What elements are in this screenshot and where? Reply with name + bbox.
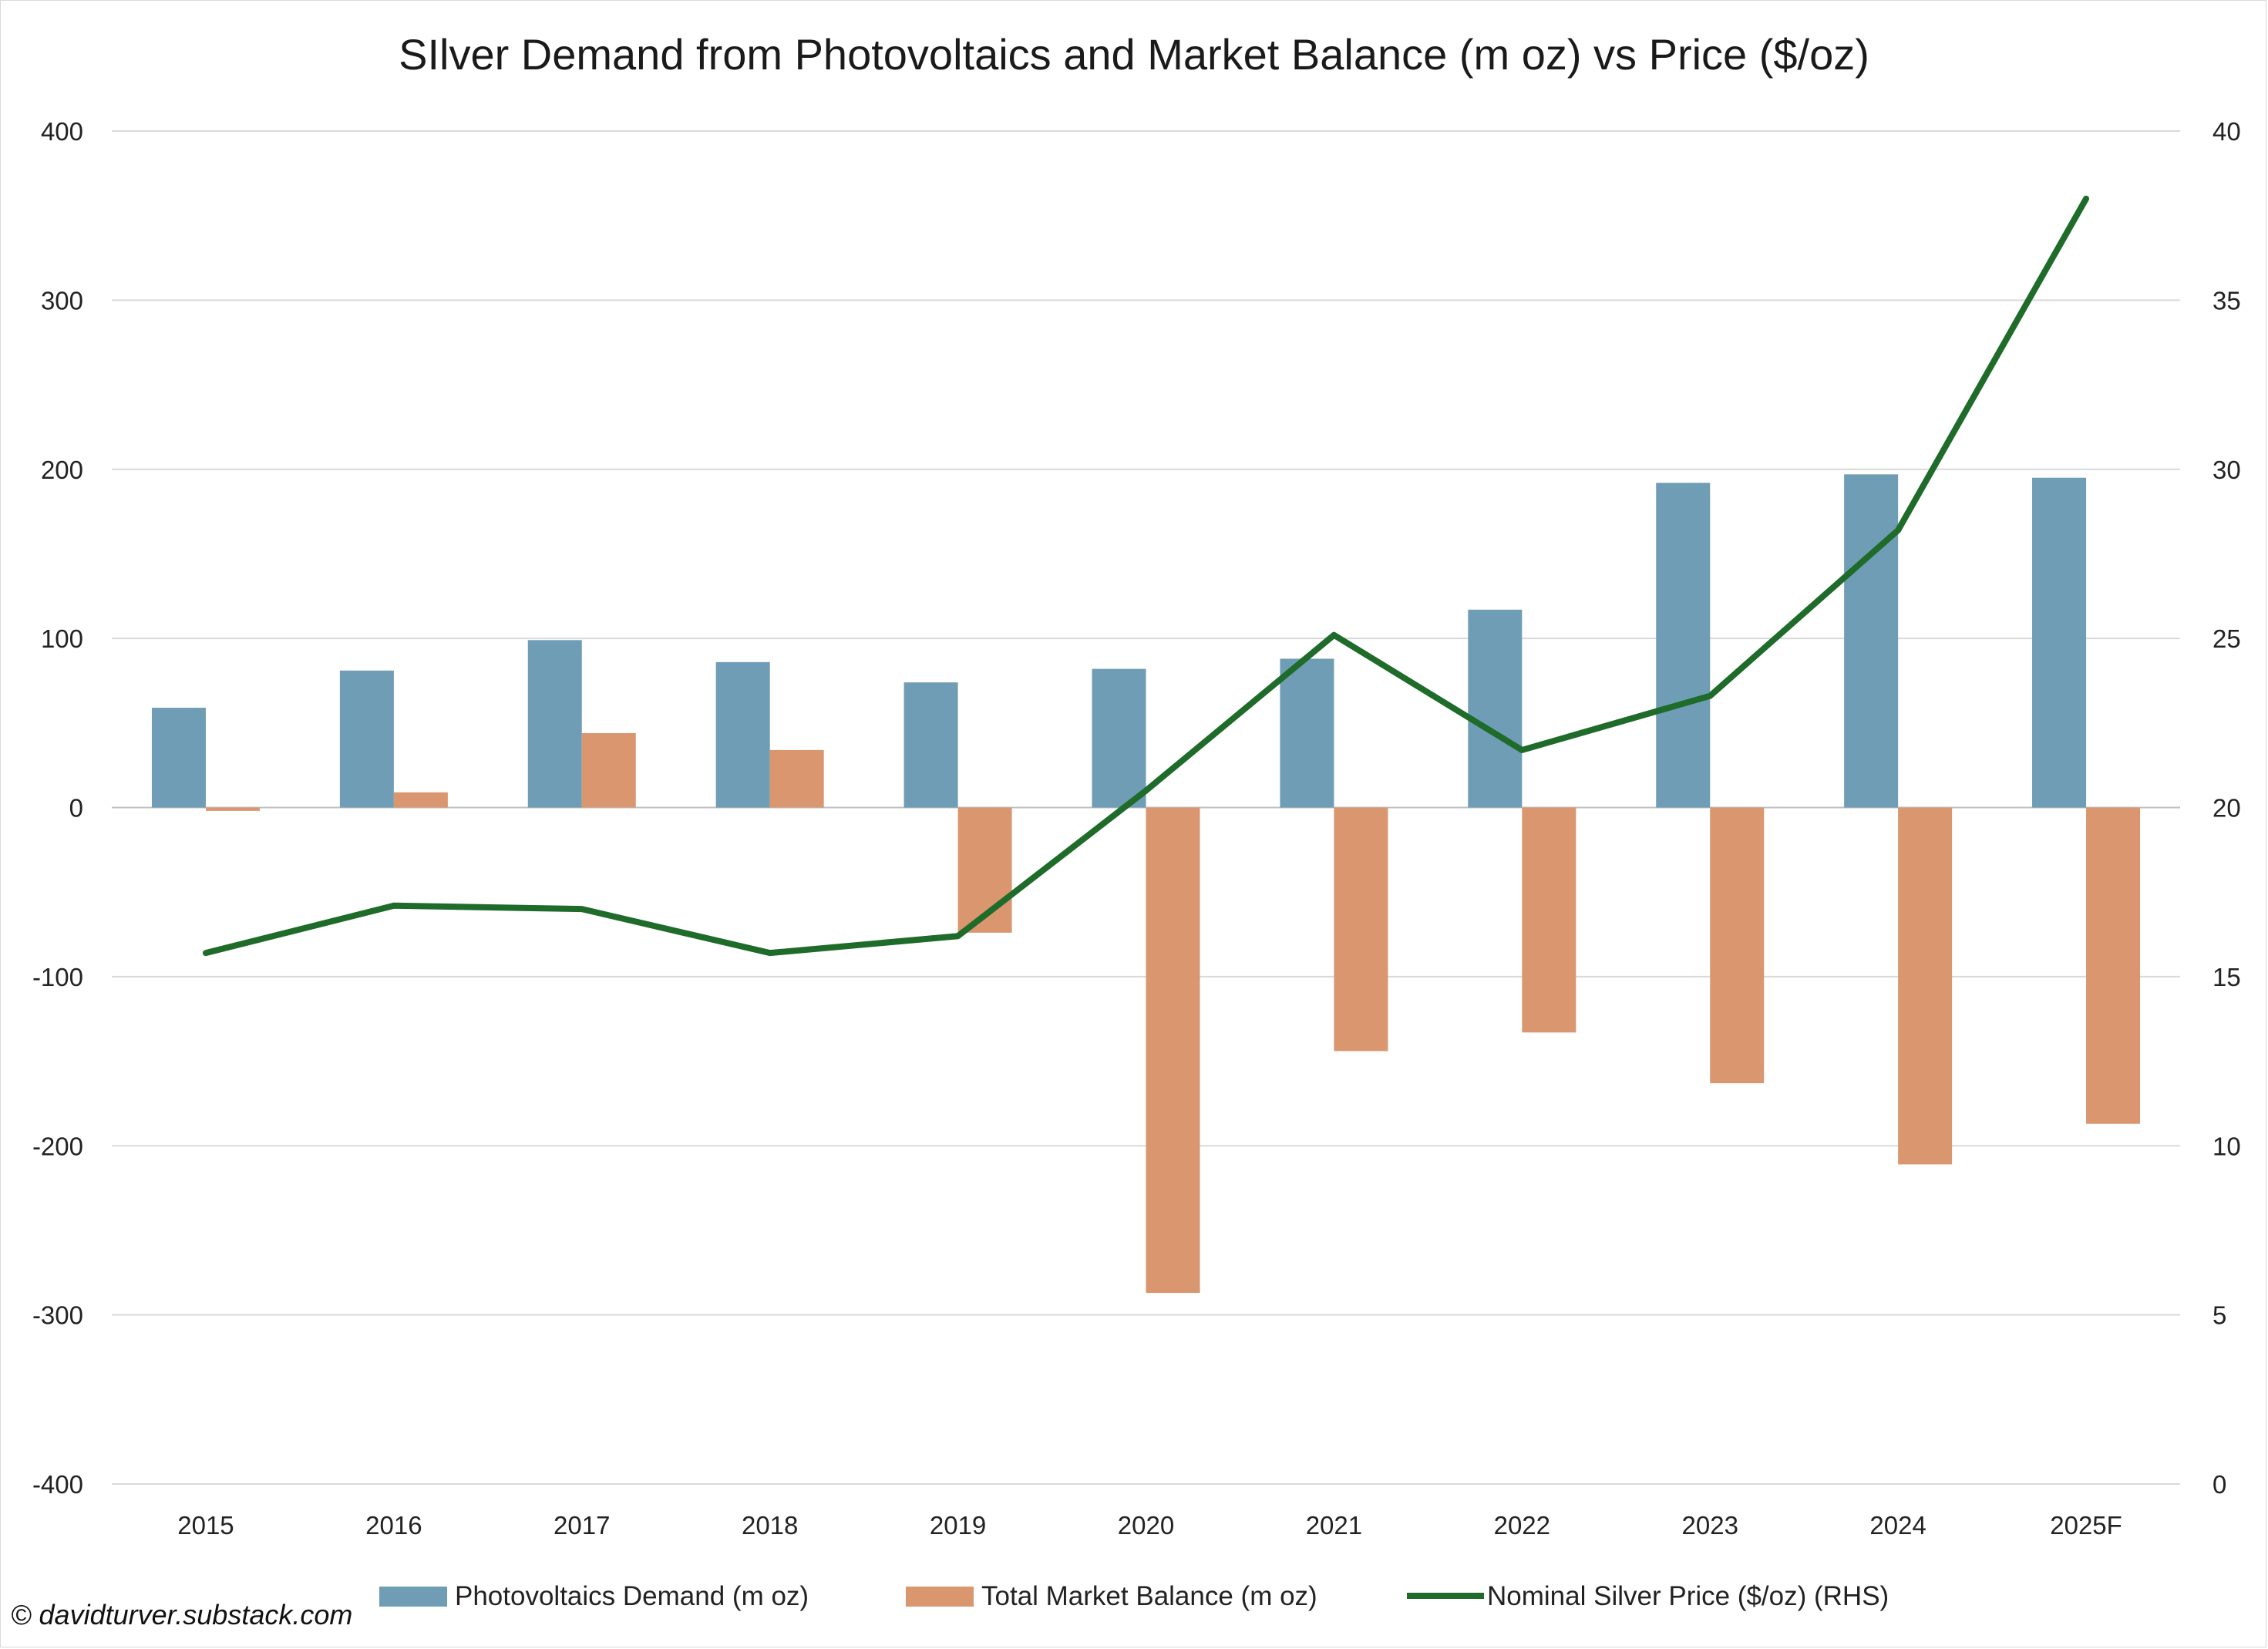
y-right-tick-label: 25: [2212, 624, 2241, 653]
pv-demand-bar: [527, 640, 582, 808]
price-point: [2085, 197, 2088, 200]
x-tick-label: 2016: [365, 1511, 422, 1540]
y-right-tick-label: 5: [2212, 1301, 2226, 1330]
x-tick-label: 2018: [742, 1511, 798, 1540]
legend-label: Total Market Balance (m oz): [981, 1581, 1317, 1611]
y-left-tick-label: 200: [41, 456, 83, 484]
price-point: [1709, 695, 1711, 697]
pv-demand-bar: [1468, 609, 1523, 808]
y-right-tick-label: 40: [2212, 117, 2241, 146]
y-left-tick-label: 400: [41, 117, 83, 146]
market-balance-bar: [1146, 807, 1200, 1294]
market-balance-bar: [393, 792, 448, 808]
price-point: [204, 952, 207, 954]
x-tick-label: 2021: [1306, 1511, 1362, 1540]
price-point: [1897, 529, 1900, 531]
price-point: [1521, 749, 1523, 751]
axis-labels: 4003002001000-100-200-300-40040353025201…: [32, 117, 2241, 1540]
legend-swatch: [379, 1587, 447, 1607]
pv-demand-bar: [1092, 668, 1146, 808]
y-right-tick-label: 15: [2212, 963, 2241, 991]
y-left-tick-label: 100: [41, 624, 83, 653]
y-left-tick-label: 300: [41, 286, 83, 315]
x-tick-label: 2017: [554, 1511, 610, 1540]
x-tick-label: 2025F: [2050, 1511, 2122, 1540]
y-right-tick-label: 20: [2212, 794, 2241, 823]
price-point: [580, 908, 583, 910]
y-right-tick-label: 0: [2212, 1470, 2226, 1499]
y-right-tick-label: 35: [2212, 286, 2241, 315]
price-point: [1145, 789, 1147, 792]
chart-title: SIlver Demand from Photovoltaics and Mar…: [399, 30, 1869, 79]
legend-label: Nominal Silver Price ($/oz) (RHS): [1487, 1581, 1889, 1611]
price-point: [1333, 634, 1335, 636]
y-right-tick-label: 30: [2212, 456, 2241, 484]
y-left-tick-label: -300: [32, 1301, 83, 1330]
x-tick-label: 2020: [1118, 1511, 1174, 1540]
legend-label: Photovoltaics Demand (m oz): [455, 1581, 809, 1611]
price-point: [392, 904, 395, 907]
pv-demand-bar: [151, 708, 206, 808]
pv-demand-bar: [903, 682, 958, 808]
x-tick-label: 2024: [1869, 1511, 1926, 1540]
legend-swatch: [906, 1587, 974, 1607]
pv-demand-bar: [2032, 477, 2087, 808]
market-balance-bar: [1522, 807, 1576, 1033]
price-line-layer: [202, 195, 2090, 957]
y-left-tick-label: -200: [32, 1132, 83, 1160]
y-left-tick-label: -400: [32, 1470, 83, 1499]
market-balance-bar: [769, 749, 824, 808]
pv-demand-bar: [715, 661, 770, 808]
pv-demand-bar: [1656, 483, 1711, 808]
market-balance-bar: [1898, 807, 1953, 1165]
x-tick-label: 2022: [1494, 1511, 1550, 1540]
market-balance-bar: [1334, 807, 1388, 1052]
copyright-notice: © davidturver.substack.com: [11, 1599, 353, 1630]
y-right-tick-label: 10: [2212, 1132, 2241, 1160]
market-balance-bar: [205, 807, 260, 811]
market-balance-bar: [581, 732, 636, 808]
market-balance-bar: [2086, 807, 2141, 1124]
y-left-tick-label: -100: [32, 963, 83, 991]
price-point: [957, 935, 959, 937]
legend: Photovoltaics Demand (m oz) Total Market …: [379, 1581, 1889, 1611]
x-tick-label: 2023: [1682, 1511, 1738, 1540]
y-left-tick-label: 0: [69, 794, 83, 823]
pv-demand-bar: [1844, 474, 1899, 808]
x-tick-label: 2015: [177, 1511, 234, 1540]
pv-demand-bar: [339, 670, 394, 808]
bars: [151, 474, 2141, 1294]
price-point: [769, 952, 771, 954]
x-tick-label: 2019: [930, 1511, 986, 1540]
market-balance-bar: [1710, 807, 1765, 1084]
pv-demand-bar: [1280, 658, 1334, 808]
